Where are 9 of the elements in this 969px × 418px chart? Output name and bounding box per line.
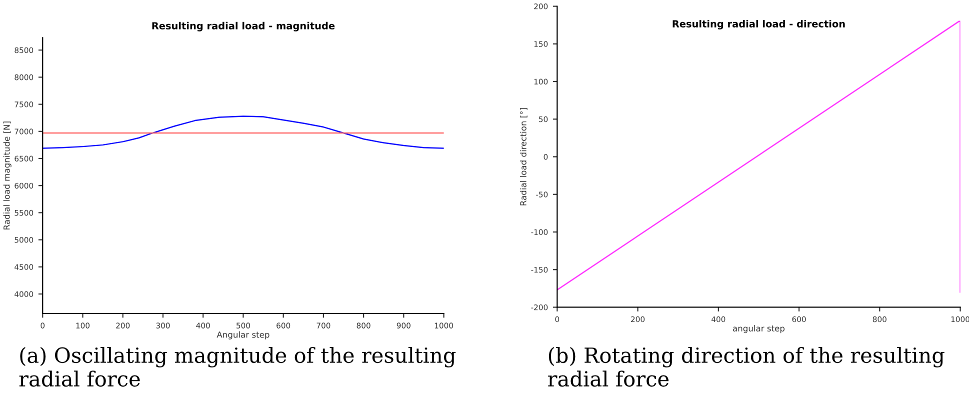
y-axis-title: Radial load magnitude [N]	[3, 122, 12, 230]
chart-title: Resulting radial load - magnitude	[152, 22, 335, 32]
text: (b) Rotating direction of the resulting radial force	[548, 346, 944, 387]
x-axis-title: Angular step	[216, 331, 270, 340]
y-axis-title: Radial load direction [°]	[520, 108, 528, 206]
text: (a) Oscillating magnitude of the resulting radial force	[19, 346, 456, 387]
x-axis-title: angular step	[732, 325, 785, 334]
line-series	[42, 116, 444, 149]
text: Resulting radial load - direction	[672, 20, 845, 30]
